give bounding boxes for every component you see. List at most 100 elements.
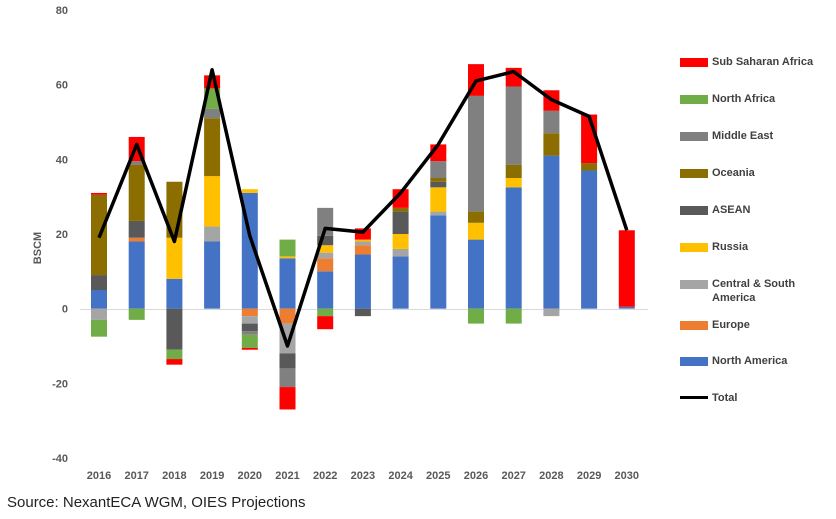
bar-segment-north-america (618, 306, 635, 309)
x-tick-label: 2028 (539, 470, 563, 482)
x-tick-label: 2026 (464, 470, 488, 482)
bar-segment-sub-saharan-africa (618, 230, 635, 307)
y-tick-label: 20 (56, 229, 68, 241)
y-tick-label: 60 (56, 80, 68, 92)
bar-segment-central-south-america (543, 308, 560, 317)
bar-segment-north-america (91, 290, 107, 309)
bar-segment-north-america (279, 258, 296, 309)
x-tick-label: 2018 (162, 470, 186, 482)
bar-segment-sub-saharan-africa (91, 192, 107, 195)
bar-segment-oceania (505, 164, 522, 178)
bar-segment-north-america (392, 256, 409, 309)
bar-segment-asean (241, 323, 258, 332)
bar-segment-oceania (204, 118, 221, 177)
bar-segment-russia (317, 245, 334, 253)
legend-swatch (680, 396, 708, 399)
bar-segment-middle-east (128, 161, 145, 165)
y-tick-label: 40 (56, 154, 68, 166)
bar-segment-russia (279, 256, 296, 259)
bar-segment-central-south-america (354, 241, 371, 246)
bar-segment-middle-east (204, 108, 221, 119)
y-tick-label: -40 (52, 453, 68, 465)
legend-swatch (680, 169, 708, 178)
bar-segment-russia (166, 237, 183, 279)
bar-segment-middle-east (505, 86, 522, 165)
bar-segment-asean (279, 353, 296, 369)
x-tick-label: 2021 (275, 470, 299, 482)
y-axis-label: BSCM (32, 232, 44, 264)
legend-label: ASEAN (712, 204, 751, 216)
bar-segment-oceania (468, 211, 484, 223)
legend-label: Total (712, 392, 738, 404)
legend-label: Middle East (712, 130, 774, 142)
bar-segment-asean (430, 181, 447, 188)
bar-segment-central-south-america (430, 211, 447, 216)
bar-segment-asean (392, 211, 409, 234)
x-tick-label: 2022 (313, 470, 337, 482)
bar-segment-russia (204, 176, 221, 227)
bar-segment-north-africa (166, 349, 183, 360)
bar-segment-europe (128, 237, 145, 242)
bar-segment-oceania (392, 207, 409, 212)
bar-segment-north-america (430, 215, 447, 309)
bar-segment-sub-saharan-africa (166, 359, 183, 365)
legend-swatch (680, 280, 708, 289)
legend-swatch (680, 58, 708, 67)
legend-label: North Africa (712, 93, 776, 105)
bar-segment-europe (354, 245, 371, 255)
bar-segment-north-america (505, 187, 522, 309)
total-line-group (97, 67, 629, 348)
legend-label: Central & South America (712, 278, 796, 304)
bar-segment-oceania (581, 163, 598, 171)
bar-segment-sub-saharan-africa (279, 387, 296, 410)
bar-segment-oceania (430, 178, 447, 182)
bar-segment-europe (317, 258, 334, 272)
bar-segment-asean (128, 220, 145, 238)
legend-label: North America (712, 355, 788, 367)
bar-segment-asean (166, 308, 183, 350)
legend-swatch (680, 321, 708, 330)
bar-segment-north-america (317, 271, 334, 309)
bar-segment-central-south-america (204, 226, 221, 242)
x-tick-label: 2023 (351, 470, 375, 482)
bar-segment-north-america (128, 241, 145, 309)
bar-segment-central-south-america (317, 252, 334, 259)
x-tick-label: 2024 (388, 470, 413, 482)
bar-segment-sub-saharan-africa (392, 189, 409, 208)
y-axis-ticks: -40 -20 0 20 40 60 80 (52, 5, 68, 465)
legend-swatch (680, 132, 708, 141)
bar-segment-north-africa (317, 308, 334, 317)
bar-segment-europe (241, 308, 258, 317)
y-tick-label: -20 (52, 378, 68, 390)
bar-segment-middle-east (241, 331, 258, 335)
x-tick-label: 2029 (577, 470, 601, 482)
bar-segment-russia (241, 189, 258, 193)
bar-segment-central-south-america (392, 248, 409, 257)
bar-segment-sub-saharan-africa (317, 316, 334, 330)
legend-swatch (680, 206, 708, 215)
legend-label: Oceania (712, 167, 755, 179)
x-tick-label: 2030 (615, 470, 639, 482)
bar-segment-north-america (354, 254, 371, 309)
bar-segment-asean (91, 275, 107, 290)
bar-segment-north-africa (279, 239, 296, 257)
x-tick-label: 2019 (200, 470, 224, 482)
bar-segment-north-america (468, 239, 484, 309)
bar-segment-north-america (166, 278, 183, 309)
legend-label: Europe (712, 319, 750, 331)
legend-label: Russia (712, 241, 749, 253)
bar-segment-north-africa (241, 334, 258, 348)
bar-segment-central-south-america (91, 308, 107, 320)
x-tick-label: 2027 (501, 470, 525, 482)
bar-segment-middle-east (468, 95, 484, 212)
x-tick-label: 2025 (426, 470, 450, 482)
legend-label: Sub Saharan Africa (712, 56, 814, 68)
bar-segment-north-africa (128, 308, 145, 320)
legend-swatch (680, 357, 708, 366)
bars (91, 64, 635, 410)
x-axis-ticks: 2016 2017 2018 2019 2020 2021 2022 2023 2024 2025… (87, 470, 639, 482)
bar-segment-russia (505, 178, 522, 188)
total-line (97, 67, 629, 348)
bar-segment-asean (354, 308, 371, 317)
